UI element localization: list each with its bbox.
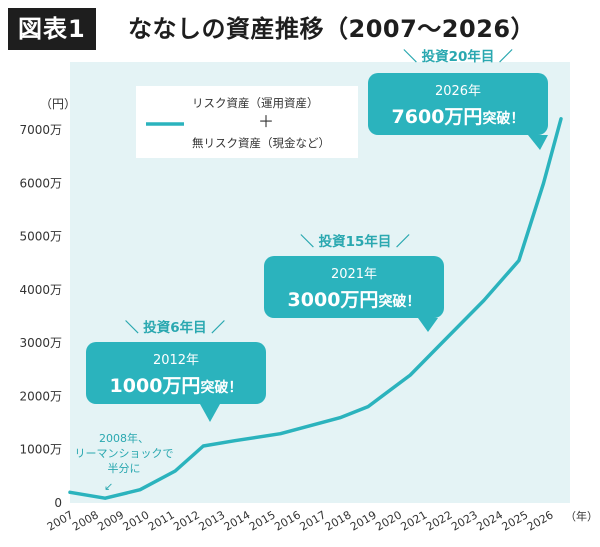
x-tick-label: 2026 [525, 508, 556, 533]
annotation-note: リーマンショックで [75, 447, 174, 460]
y-tick-label: 6000万 [19, 176, 62, 190]
callout-suffix: 突破！ [200, 379, 242, 396]
callout-label: ＼ 投資20年目 ／ [403, 48, 513, 65]
legend-plus: ＋ [258, 112, 274, 131]
y-tick-label: 4000万 [19, 283, 62, 297]
callout-amount: 7600万円 [392, 106, 483, 128]
callout-year: 2026年 [435, 84, 481, 99]
annotation-arrow: ↙ [104, 480, 113, 493]
legend-line-1: リスク資産（運用資産） [192, 96, 319, 110]
y-tick-label: 5000万 [19, 230, 62, 244]
callout-amount: 3000万円 [288, 289, 379, 311]
y-tick-label: 1000万 [19, 443, 62, 457]
y-axis-unit-label: （円） [40, 97, 76, 111]
callout-suffix: 突破！ [378, 293, 420, 310]
callout-year: 2021年 [331, 267, 377, 282]
chart-title: ななしの資産推移（2007〜2026） [128, 15, 536, 43]
callout-year: 2012年 [153, 353, 199, 368]
callout-amount-line: 1000万円突破！ [110, 375, 243, 397]
callout-box [368, 73, 548, 135]
x-axis-unit-label: （年） [565, 509, 598, 523]
y-tick-label: 0 [54, 496, 62, 510]
callout-amount-line: 3000万円突破！ [288, 289, 421, 311]
figure-badge: 図表1 [8, 8, 96, 50]
y-tick-label: 2000万 [19, 389, 62, 403]
callout-label: ＼ 投資6年目 ／ [125, 319, 225, 336]
callout-suffix: 突破！ [482, 110, 524, 127]
callout-box [264, 256, 444, 318]
y-tick-label: 3000万 [19, 336, 62, 350]
y-tick-label: 7000万 [19, 123, 62, 137]
callout-pointer [418, 318, 438, 332]
callout-label: ＼ 投資15年目 ／ [300, 233, 410, 250]
callout-amount-line: 7600万円突破！ [392, 106, 525, 128]
annotation-note: 2008年、 [99, 431, 149, 445]
callout-box [86, 342, 266, 404]
callout-pointer [528, 135, 548, 150]
legend-line-2: 無リスク資産（現金など） [192, 136, 330, 150]
callout-pointer [200, 404, 220, 422]
annotation-note: 半分に [108, 461, 141, 475]
legend-box [136, 86, 358, 158]
series-line [68, 117, 563, 500]
chart-header: 図表1 ななしの資産推移（2007〜2026） [0, 0, 600, 56]
callout-amount: 1000万円 [110, 375, 201, 397]
